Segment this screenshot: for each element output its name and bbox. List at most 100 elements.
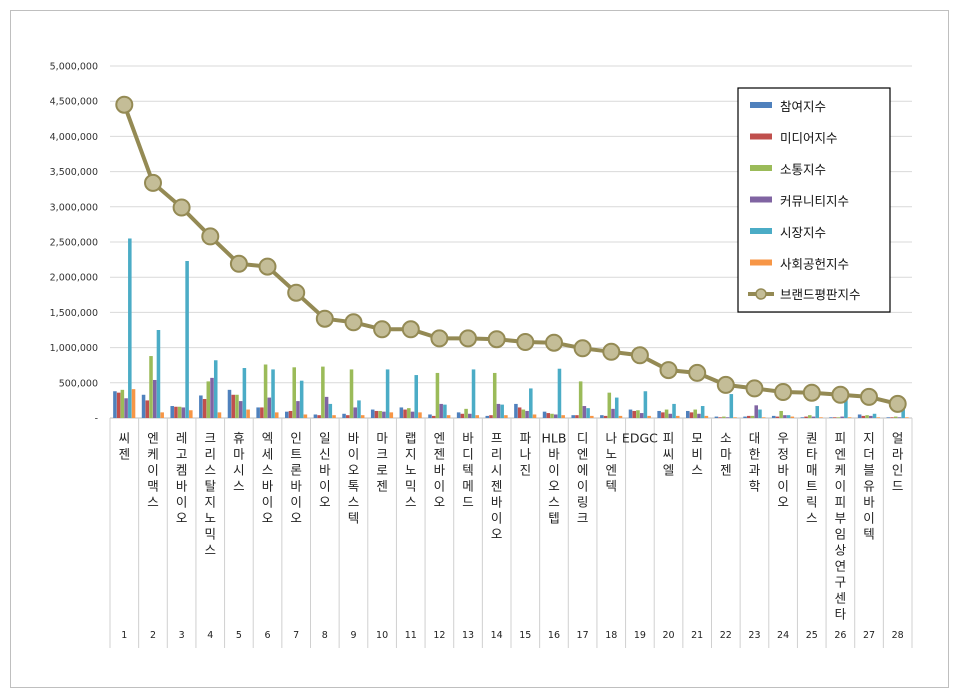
bar-3-7	[324, 396, 329, 418]
legend-label-1: 미디어지수	[780, 131, 838, 146]
y-tick-label: 500,000	[59, 378, 98, 389]
legend-swatch-5	[750, 259, 772, 266]
line-point-21	[716, 375, 735, 394]
bar-1-2	[174, 406, 178, 418]
rank-label-10: 11	[405, 630, 417, 641]
rank-label-21: 22	[720, 630, 732, 641]
line-point-24	[802, 383, 821, 402]
y-tick-label: 1,000,000	[50, 343, 98, 354]
bar-4-15	[557, 368, 562, 418]
bar-5-2	[189, 410, 193, 418]
rank-label-5: 6	[265, 630, 271, 641]
bar-2-16	[578, 381, 583, 418]
rank-label-26: 27	[863, 630, 875, 641]
bar-1-0	[116, 392, 121, 418]
bar-3-9	[382, 411, 386, 418]
bar-3-18	[639, 413, 644, 418]
bar-5-21	[733, 417, 737, 418]
rank-label-17: 18	[605, 630, 617, 641]
bar-1-18	[632, 410, 636, 418]
line-point-1	[144, 173, 162, 192]
rank-label-24: 25	[806, 630, 818, 641]
y-tick-label: 2,500,000	[50, 238, 98, 249]
rank-label-16: 17	[577, 630, 589, 641]
rank-label-2: 3	[179, 630, 185, 641]
bar-5-6	[303, 414, 308, 418]
bar-2-10	[407, 408, 411, 418]
bar-4-20	[700, 406, 705, 418]
bar-2-18	[636, 410, 640, 418]
bar-2-2	[177, 406, 182, 418]
category-label-18: EDGC	[622, 431, 658, 446]
y-tick-label: 3,500,000	[50, 167, 98, 178]
bar-0-0	[113, 391, 117, 418]
bar-0-19	[657, 410, 661, 418]
bar-3-26	[869, 415, 873, 418]
bar-2-1	[149, 356, 153, 418]
legend-swatch-2	[750, 165, 772, 171]
line-point-11	[430, 329, 449, 348]
line-point-16	[573, 339, 592, 358]
line-point-27	[888, 394, 907, 413]
bar-4-22	[758, 409, 762, 418]
bar-1-9	[374, 410, 379, 418]
brand-line	[115, 95, 907, 413]
bar-1-5	[260, 407, 264, 418]
bar-2-7	[321, 366, 325, 418]
bar-5-0	[131, 389, 136, 418]
bar-0-17	[600, 415, 604, 418]
bar-3-0	[124, 398, 128, 418]
rank-label-7: 8	[322, 630, 328, 641]
legend-swatch-0	[750, 102, 772, 108]
bar-2-24	[808, 415, 812, 418]
bar-0-26	[857, 414, 862, 418]
rank-label-14: 15	[519, 630, 531, 641]
bar-5-16	[590, 415, 594, 418]
bar-3-10	[410, 411, 415, 418]
rank-label-8: 9	[350, 630, 356, 641]
legend-label-4: 시장지수	[780, 225, 826, 240]
bar-3-13	[496, 403, 501, 418]
bar-5-26	[876, 417, 881, 418]
rank-label-3: 4	[207, 630, 213, 641]
bar-5-5	[274, 412, 279, 418]
bar-2-12	[464, 408, 468, 418]
y-tick-label: 1,500,000	[50, 308, 98, 319]
bar-3-4	[238, 401, 243, 418]
bar-5-18	[647, 415, 651, 418]
bar-1-24	[804, 416, 808, 418]
line-point-15	[545, 333, 563, 352]
bar-4-5	[271, 369, 275, 418]
rank-label-19: 20	[662, 630, 674, 641]
bar-3-17	[611, 408, 615, 418]
rank-label-15: 16	[548, 630, 560, 641]
bar-1-17	[603, 415, 608, 418]
bar-5-1	[160, 412, 164, 418]
line-point-22	[745, 379, 764, 398]
bar-2-14	[521, 409, 526, 418]
rank-label-6: 7	[293, 630, 299, 641]
bar-5-22	[761, 417, 766, 418]
bar-3-24	[811, 416, 816, 418]
bar-4-23	[786, 415, 791, 418]
bar-5-3	[217, 412, 222, 418]
rank-label-13: 14	[491, 630, 503, 641]
bar-1-26	[861, 415, 866, 418]
bar-1-13	[489, 415, 493, 418]
bar-3-1	[152, 379, 157, 418]
bar-3-27	[897, 417, 902, 418]
legend-line-marker	[755, 288, 767, 300]
bar-1-27	[890, 417, 894, 418]
bar-2-21	[722, 416, 726, 418]
bar-0-15	[542, 411, 547, 418]
rank-label-27: 28	[892, 630, 904, 641]
bar-4-19	[672, 403, 676, 418]
